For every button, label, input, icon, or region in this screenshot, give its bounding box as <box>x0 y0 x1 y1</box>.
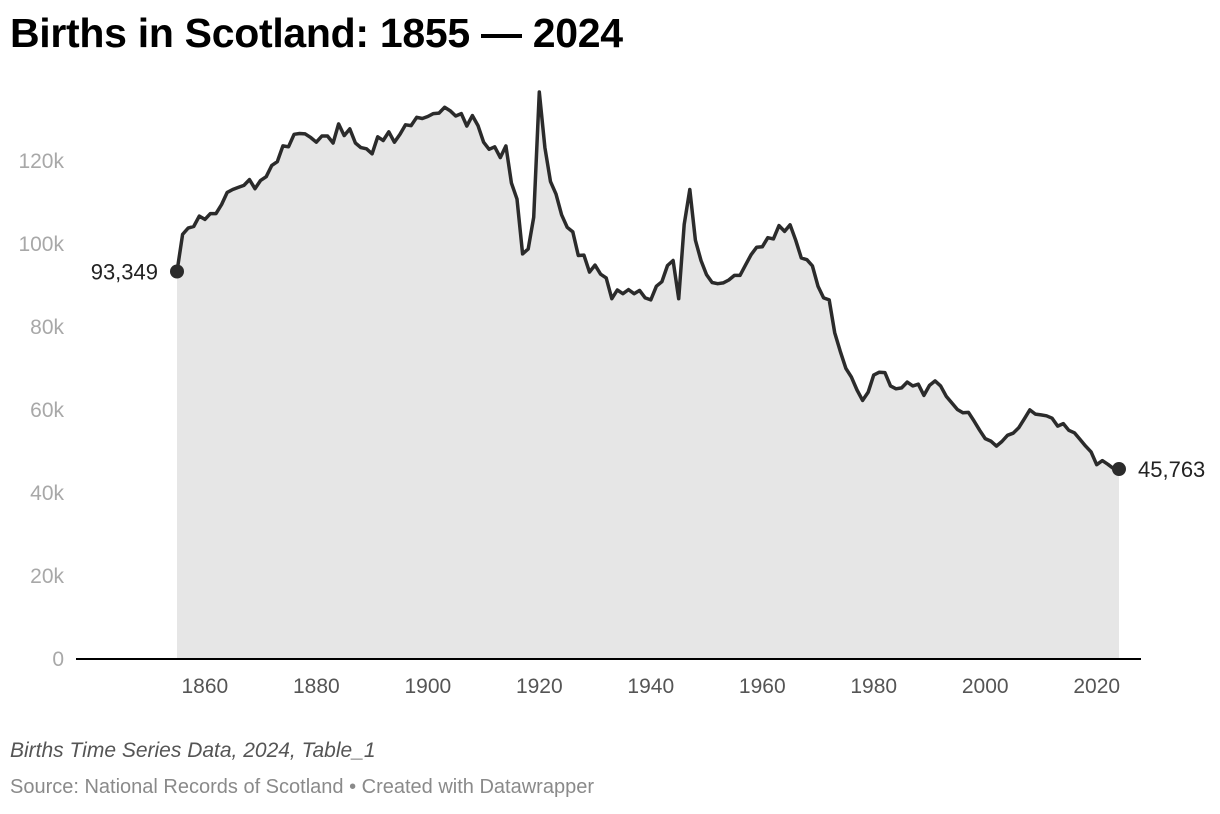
y-axis: 0 20k 40k 60k 80k 100k 120k <box>18 150 64 671</box>
x-tick-label: 1920 <box>516 675 563 698</box>
endpoint-value-label: 45,763 <box>1138 457 1205 482</box>
y-tick-label: 0 <box>52 648 64 671</box>
source-credit[interactable]: Created with Datawrapper <box>361 776 594 798</box>
annotations: 93,349 45,763 <box>91 260 1206 483</box>
chart-source: Source: National Records of Scotland • C… <box>10 776 594 799</box>
y-tick-label: 40k <box>30 482 64 505</box>
endpoint-marker <box>170 264 184 279</box>
x-tick-label: 1900 <box>404 675 451 698</box>
y-tick-label: 100k <box>18 233 64 256</box>
endpoint-value-label: 93,349 <box>91 260 158 285</box>
plot-area <box>175 90 1121 659</box>
y-tick-label: 60k <box>30 399 64 422</box>
x-axis: 1860 1880 1900 1920 1940 1960 1980 2000 2020 <box>76 658 1141 698</box>
births-line <box>175 90 1121 471</box>
x-tick-label: 1960 <box>739 675 786 698</box>
chart-title: Births in Scotland: 1855 — 2024 <box>10 10 623 56</box>
births-area <box>177 92 1119 659</box>
source-separator: • <box>343 776 362 798</box>
x-tick-label: 2000 <box>962 675 1009 698</box>
y-tick-label: 120k <box>18 150 64 173</box>
source-label: Source: National Records of Scotland <box>10 776 344 798</box>
y-tick-label: 80k <box>30 316 64 339</box>
x-tick-label: 1880 <box>293 675 340 698</box>
x-tick-label: 2020 <box>1073 675 1120 698</box>
endpoint-marker <box>1112 462 1126 477</box>
chart-notes: Births Time Series Data, 2024, Table_1 <box>10 739 376 762</box>
y-tick-label: 20k <box>30 565 64 588</box>
x-tick-label: 1980 <box>850 675 897 698</box>
x-tick-label: 1860 <box>182 675 229 698</box>
x-tick-label: 1940 <box>627 675 674 698</box>
